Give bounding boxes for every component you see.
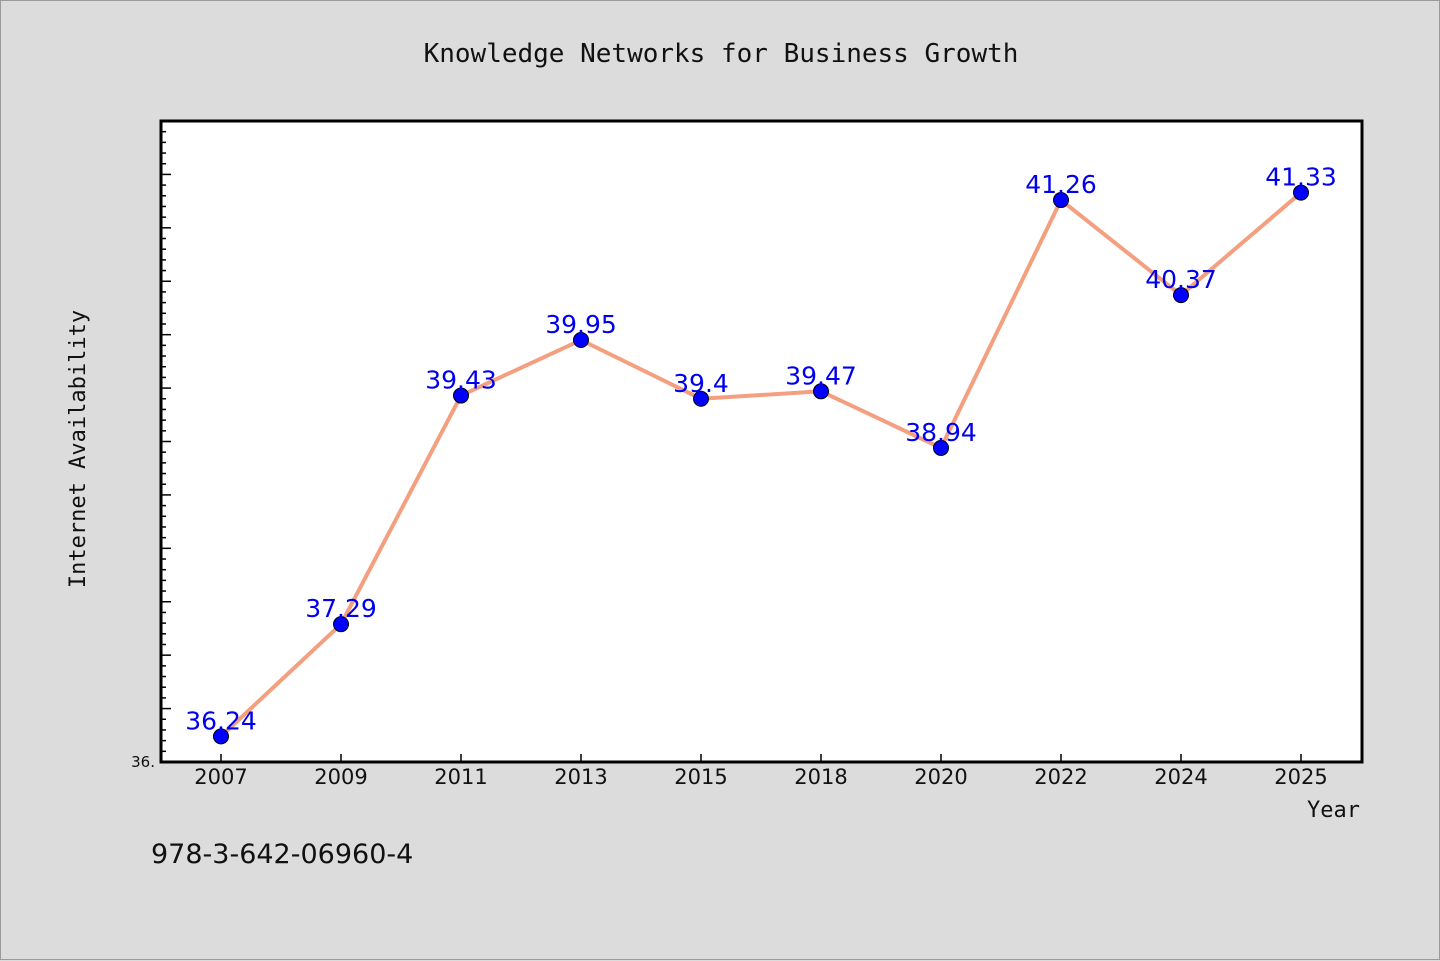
chart-title: Knowledge Networks for Business Growth [424, 39, 1019, 69]
y-axis-ticks [161, 130, 171, 763]
data-point [453, 387, 469, 404]
x-tick-label: 2011 [434, 765, 487, 789]
data-point [933, 439, 949, 456]
x-tick-label: 2018 [794, 765, 847, 789]
data-point [693, 390, 709, 407]
series-group: 36.24 37.29 39.43 39.95 39.4 39.47 38.94 41.26 4… [185, 163, 1337, 745]
x-tick-label: 2013 [554, 765, 607, 789]
x-tick-label: 2025 [1274, 765, 1327, 789]
data-point [1293, 184, 1309, 201]
data-label: 36.24 [185, 706, 257, 735]
y-axis-label: Internet Availability [66, 310, 91, 588]
data-point [573, 332, 589, 349]
x-tick-label: 2009 [314, 765, 367, 789]
data-point [333, 616, 349, 633]
x-tick-label: 2020 [914, 765, 967, 789]
data-label: 41.26 [1025, 170, 1097, 199]
x-tick-label: 2024 [1154, 765, 1207, 789]
data-point [213, 728, 229, 745]
data-point [813, 383, 829, 400]
isbn-text: 978-3-642-06960-4 [151, 839, 413, 870]
x-axis-ticks: 2007 2009 2011 2013 2015 2018 2020 2022 2024 2025 [194, 754, 1328, 789]
data-point [1053, 192, 1069, 209]
x-tick-label: 2022 [1034, 765, 1087, 789]
data-point [1173, 287, 1189, 304]
y-tick-label: 36. [131, 753, 155, 771]
x-axis-label: Year [1307, 798, 1360, 823]
data-label: 39.4 [673, 369, 729, 398]
plot-area [159, 119, 1364, 764]
data-label: 40.37 [1145, 265, 1217, 294]
data-label: 41.33 [1265, 163, 1337, 192]
series-line [219, 191, 1303, 738]
x-tick-label: 2015 [674, 765, 727, 789]
data-label: 39.47 [785, 361, 857, 390]
data-label: 37.29 [305, 594, 377, 623]
data-label: 38.94 [905, 418, 977, 447]
data-label: 39.43 [425, 366, 497, 395]
x-tick-label: 2007 [194, 765, 247, 789]
data-label: 39.95 [545, 310, 617, 339]
